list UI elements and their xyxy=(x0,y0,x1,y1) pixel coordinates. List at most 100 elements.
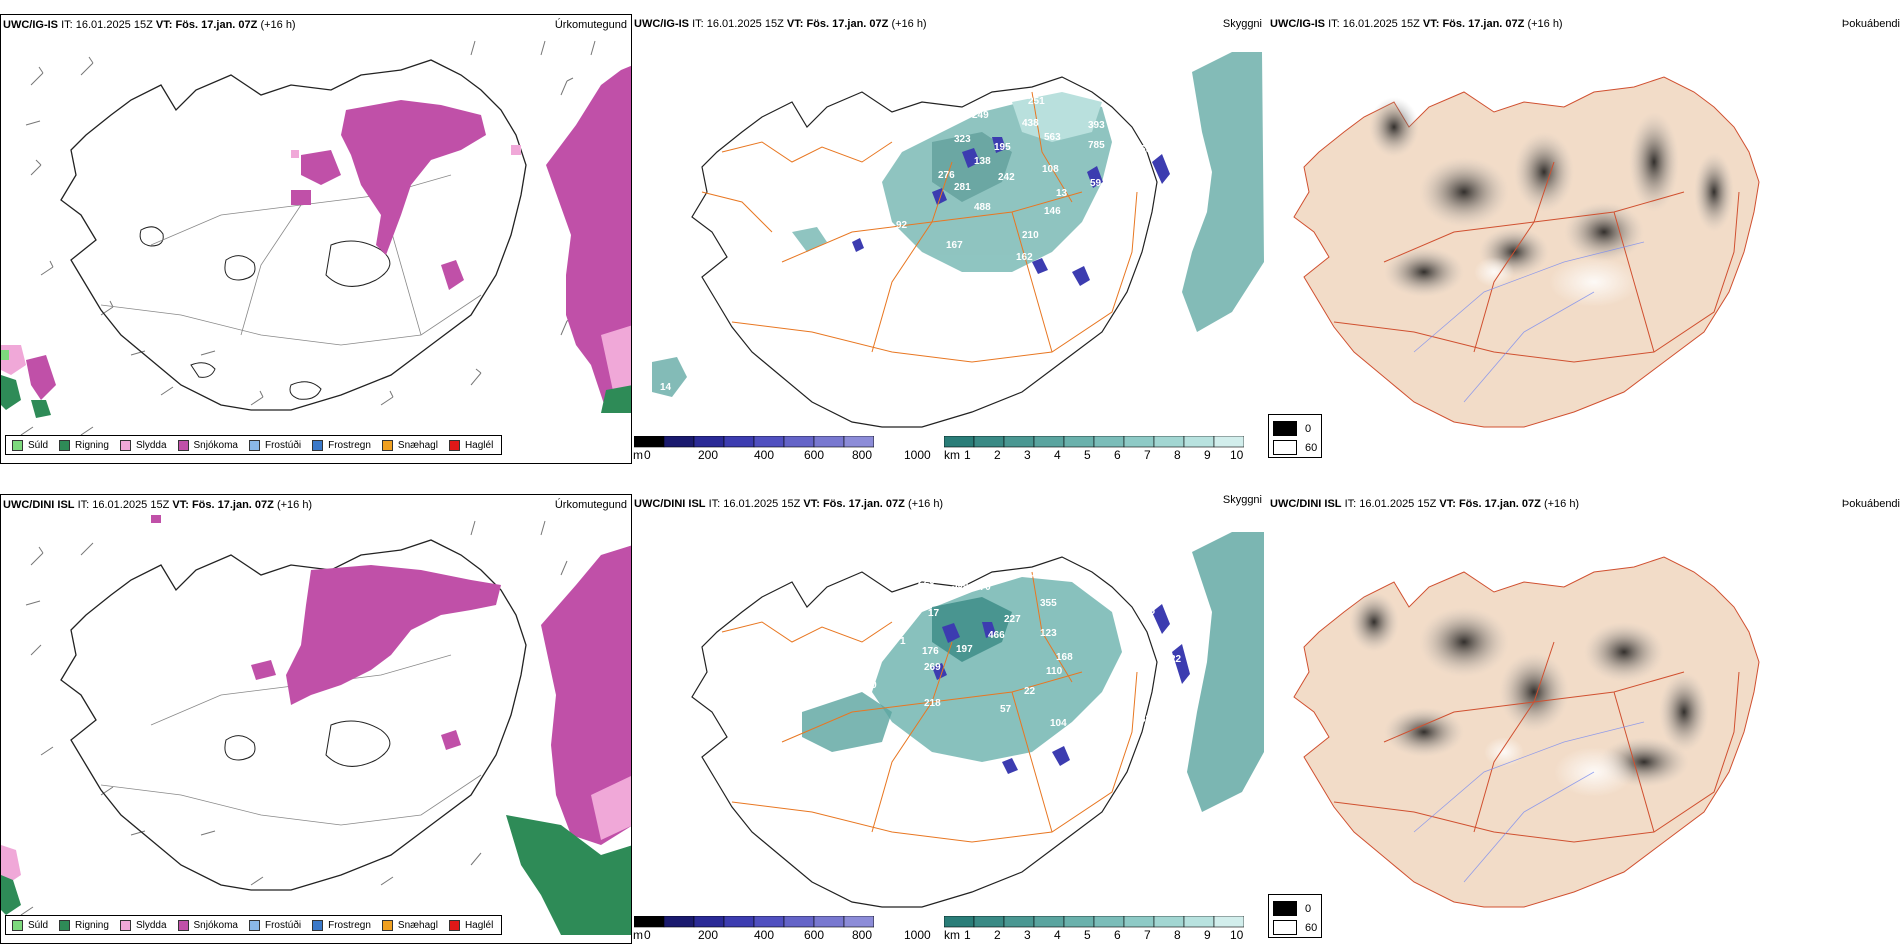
colorbar-segment xyxy=(944,436,975,448)
map-number: 293 xyxy=(1092,586,1109,597)
colorbar-segment xyxy=(753,436,785,448)
colorbar-segment xyxy=(1123,916,1155,928)
map-number: 108 xyxy=(1042,164,1059,175)
colorbar-segment xyxy=(634,916,665,928)
m-tick: 1000 xyxy=(904,448,931,462)
legend-item: Snæhagl xyxy=(381,439,438,451)
m-tick: 800 xyxy=(852,928,873,942)
m-tick: 1000 xyxy=(904,928,931,942)
km-tick: 7 xyxy=(1144,928,1151,942)
map-number: 563 xyxy=(1044,132,1061,143)
colorbar-segment xyxy=(973,436,1005,448)
map-number: 123 xyxy=(1040,628,1057,639)
colorbar-segment xyxy=(723,436,755,448)
colorbar-segment xyxy=(1213,916,1244,928)
km-unit-label: km xyxy=(944,448,960,462)
map-number: 570 xyxy=(974,582,991,593)
legend-item: Snæhagl xyxy=(381,919,438,931)
panel-title-precip-row2: Úrkomutegund xyxy=(554,499,627,511)
legend-item: Snjókoma xyxy=(177,919,238,931)
fog-legend-row1: 0 60 xyxy=(1268,414,1322,458)
precip-map-row1 xyxy=(1,40,631,436)
colorbar-segment xyxy=(1033,916,1065,928)
map-number: 162 xyxy=(1016,252,1033,263)
map-number: 22 xyxy=(1170,654,1182,665)
colorbar-segment xyxy=(1003,916,1035,928)
km-tick: 10 xyxy=(1230,448,1244,462)
km-unit-label: km xyxy=(944,928,960,942)
km-tick: 7 xyxy=(1144,448,1151,462)
map-number: 1 xyxy=(1058,258,1064,269)
km-tick: 4 xyxy=(1054,448,1061,462)
panel-title-visibility-row2: Skyggni xyxy=(1222,494,1262,506)
legend-item: Súld xyxy=(12,439,48,451)
visibility-map-row1: 251 249 171 438 393 323 563 785 195 138 … xyxy=(652,52,1264,428)
map-number: 276 xyxy=(938,170,955,181)
colorbar-segment xyxy=(634,436,665,448)
colorbar-segment xyxy=(843,436,874,448)
map-number: 35 xyxy=(846,222,858,233)
map-number: 137 xyxy=(1112,258,1129,269)
colorbar-segment xyxy=(944,916,975,928)
precip-legend-row1: Súld Rigning Slydda Snjókoma Frostúði Fr… xyxy=(5,435,503,455)
visibility-panel-row1: UWC/IG-IS IT: 16.01.2025 15Z VT: Fös. 17… xyxy=(632,14,1264,464)
map-number: 785 xyxy=(1088,140,1105,151)
map-number: 218 xyxy=(924,698,941,709)
wind-barbs xyxy=(20,40,604,436)
map-number: 438 xyxy=(1022,118,1039,129)
visibility-map-row2: 497 226 304 570 293 424 3 355 66 17 227 … xyxy=(691,532,1264,908)
km-tick: 9 xyxy=(1204,928,1211,942)
panel-title-precip-row1: Úrkomutegund xyxy=(554,19,627,31)
legend-item: Frostregn xyxy=(312,919,371,931)
lead-time: (+16 h) xyxy=(260,19,296,31)
map-number: 249 xyxy=(972,110,989,121)
m-tick: 0 xyxy=(644,928,651,942)
map-number: 13 xyxy=(1056,188,1068,199)
colorbar-segment xyxy=(1123,436,1155,448)
visibility-m-colorbar-row2 xyxy=(634,916,874,928)
map-number: 195 xyxy=(994,142,1011,153)
panel-title-visibility-row1: Skyggni xyxy=(1222,18,1262,30)
km-tick: 9 xyxy=(1204,448,1211,462)
map-number: 251 xyxy=(1028,96,1045,107)
colorbar-segment xyxy=(783,916,815,928)
panel-title-fog-row2: Þokuábendi xyxy=(1841,498,1900,510)
km-tick: 3 xyxy=(1024,928,1031,942)
colorbar-segment xyxy=(1183,916,1215,928)
precip-map-row2 xyxy=(1,515,631,935)
rain-area xyxy=(1,375,631,418)
map-number: 323 xyxy=(954,134,971,145)
map-number: 59 xyxy=(1090,178,1102,189)
colorbar-segment xyxy=(1033,436,1065,448)
map-number: 226 xyxy=(918,576,935,587)
map-number: 497 xyxy=(1032,570,1049,581)
header-row1-right: UWC/IG-IS IT: 16.01.2025 15Z VT: Fös. 17… xyxy=(1270,18,1563,30)
model-name: UWC/IG-IS xyxy=(3,19,58,31)
snow-area xyxy=(26,65,631,410)
panel-title-fog-row1: Þokuábendi xyxy=(1841,18,1900,30)
km-tick: 8 xyxy=(1174,928,1181,942)
map-number: 197 xyxy=(956,644,973,655)
it-label: IT: xyxy=(61,19,73,31)
map-number: 304 xyxy=(952,580,969,591)
m-tick: 400 xyxy=(754,448,775,462)
header-row1-mid: UWC/IG-IS IT: 16.01.2025 15Z VT: Fös. 17… xyxy=(634,18,927,30)
map-number: 69 xyxy=(1140,144,1152,155)
m-tick: 200 xyxy=(698,448,719,462)
legend-item: Frostregn xyxy=(312,439,371,451)
vt-label: VT: xyxy=(155,19,173,31)
legend-item: Rigning xyxy=(59,439,109,451)
km-tick: 2 xyxy=(994,448,1001,462)
map-number: 488 xyxy=(974,202,991,213)
precip-legend-row2: Súld Rigning Slydda Snjókoma Frostúði Fr… xyxy=(5,915,503,935)
km-tick: 6 xyxy=(1114,928,1121,942)
map-number: 242 xyxy=(998,172,1015,183)
header-row1-left: UWC/IG-IS IT: 16.01.2025 15Z VT: Fös. 17… xyxy=(3,19,296,31)
m-unit-label: m xyxy=(633,928,643,942)
km-tick: 2 xyxy=(994,928,1001,942)
colorbar-segment xyxy=(663,436,695,448)
m-unit-label: m xyxy=(633,448,643,462)
colorbar-segment xyxy=(1153,436,1185,448)
colorbar-segment xyxy=(1183,436,1215,448)
colorbar-segment xyxy=(973,916,1005,928)
